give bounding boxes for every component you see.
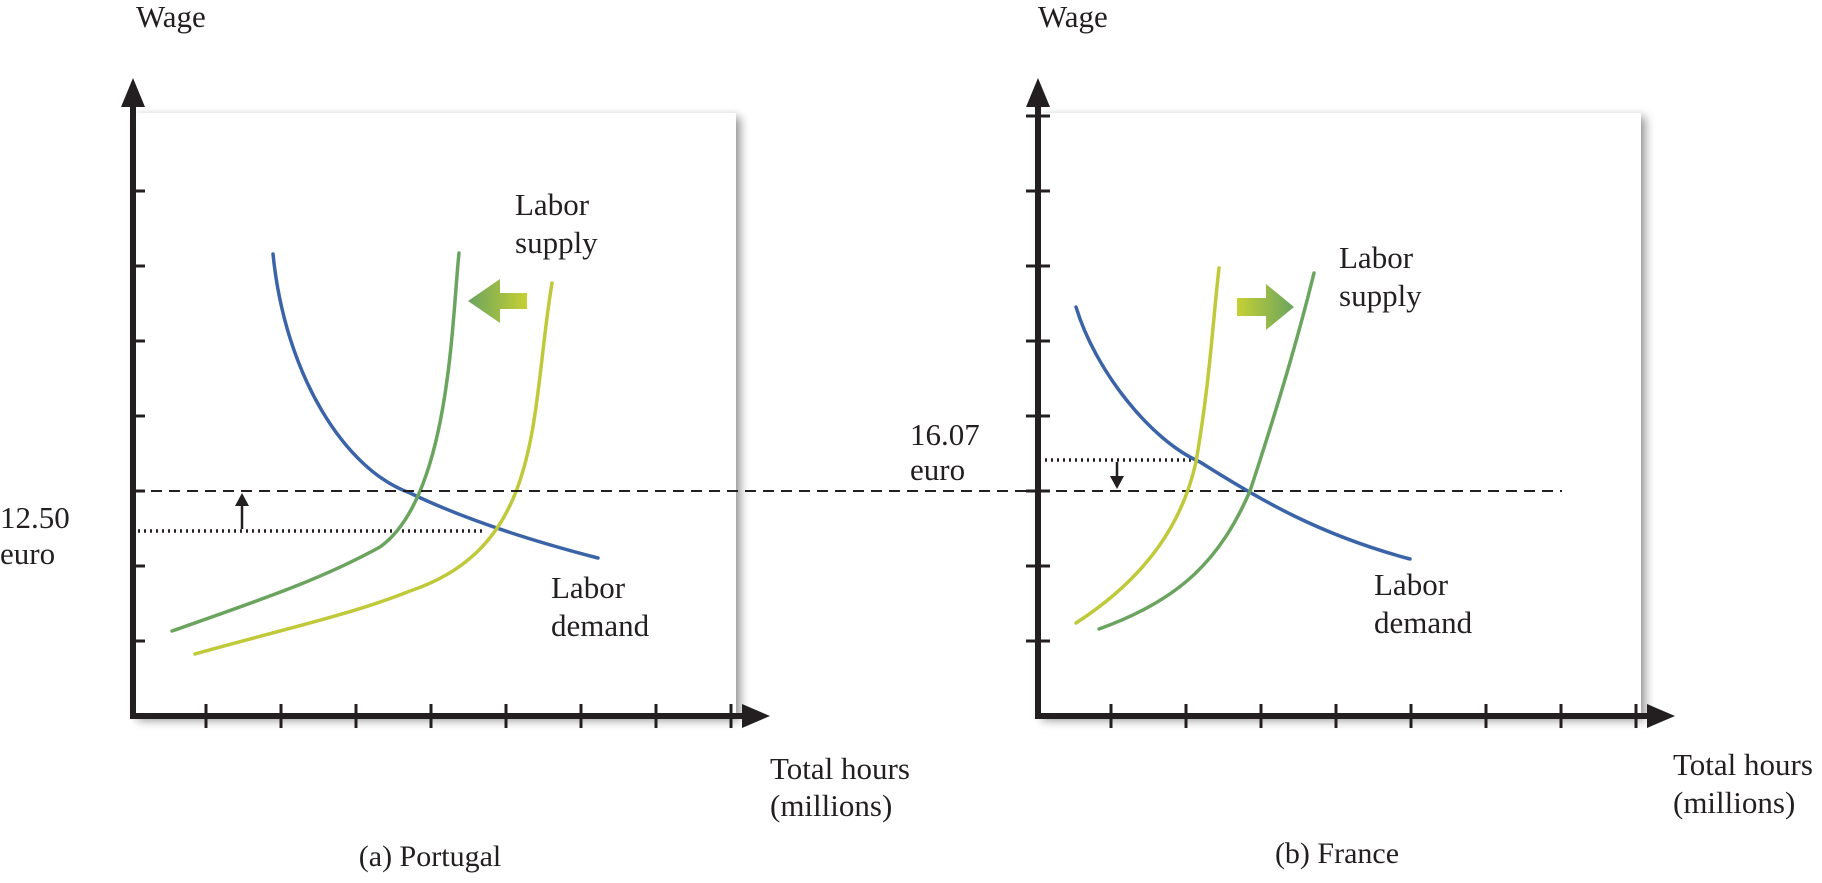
y-axis-arrowhead <box>121 78 145 107</box>
x-axis-arrowhead <box>742 704 770 728</box>
wage-value-label-line2: euro <box>0 536 55 571</box>
supply-shift-right-arrow-icon <box>1237 284 1294 330</box>
y-axis-arrowhead <box>1026 78 1050 107</box>
supply-label-line1: Labor <box>515 187 590 222</box>
supply-label-line2: supply <box>515 225 598 260</box>
panel-caption: (b) France <box>1275 837 1399 870</box>
labor-supply-new-curve <box>170 251 461 633</box>
labor-supply-original-curve <box>193 281 554 656</box>
supply-label-line2: supply <box>1339 278 1422 313</box>
panel-france: Wage Labor supply Labor demand 16.07 eur… <box>910 0 1813 870</box>
down-arrowhead-icon <box>1110 476 1124 489</box>
y-axis-ticks <box>1026 114 1050 643</box>
y-axis-label: Wage <box>1038 0 1108 34</box>
demand-label-line2: demand <box>551 608 650 643</box>
wage-value-label-line1: 12.50 <box>0 500 70 535</box>
plot-area <box>133 113 736 716</box>
labor-supply-original-curve <box>1074 266 1221 625</box>
demand-label-line2: demand <box>1374 605 1473 640</box>
plot-area <box>1038 113 1641 716</box>
wage-value-label-line1: 16.07 <box>910 417 980 452</box>
y-axis-label: Wage <box>136 0 206 34</box>
x-axis-label-line1: Total hours <box>1673 747 1813 782</box>
up-arrowhead-icon <box>235 493 249 506</box>
axes <box>1035 105 1655 719</box>
panel-portugal: Wage Labor supply Labor demand 12.50 eur… <box>0 0 910 873</box>
demand-label-line1: Labor <box>1374 567 1449 602</box>
x-axis-label-line1: Total hours <box>770 751 910 786</box>
axes <box>130 105 750 719</box>
x-axis-ticks <box>204 704 733 728</box>
demand-label-line1: Labor <box>551 570 626 605</box>
wage-value-label-line2: euro <box>910 452 965 487</box>
x-axis-label-line2: (millions) <box>1673 785 1795 820</box>
x-axis-label-line2: (millions) <box>770 788 892 823</box>
supply-shift-left-arrow-icon <box>468 279 527 323</box>
x-axis-arrowhead <box>1647 704 1675 728</box>
panel-caption: (a) Portugal <box>359 840 501 873</box>
x-axis-ticks <box>1109 704 1638 728</box>
labor-demand-curve <box>1074 305 1412 561</box>
supply-label-line1: Labor <box>1339 240 1414 275</box>
labor-supply-new-curve <box>1097 271 1316 631</box>
